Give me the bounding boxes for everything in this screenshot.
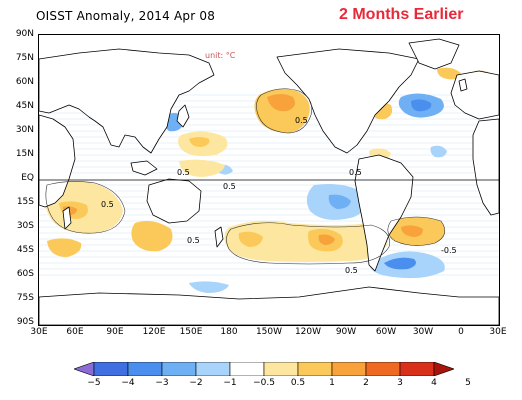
warm-region-tropical-pacific [179,159,225,177]
lon-label-30e: 30E [30,327,48,337]
lon-label-90e: 90E [106,327,124,337]
lon-label-30e-east: 30E [489,327,507,337]
colorbar-cell [229,362,265,376]
colorbar-tick-label: 1 [329,378,335,388]
land-europe [450,70,499,120]
colorbar-cell [93,362,129,376]
land-madagascar [62,206,72,230]
contour-label: -0.5 [441,246,457,255]
sst-anomaly-map: 0.5 0.5 0.5 0.5 -0.5 0.5 0.5 0.5 [38,34,500,326]
contour-label: 0.5 [177,168,190,177]
warm-region-australia-sw [131,221,173,252]
lat-label-30n: 30N [15,125,34,135]
lat-label-75s: 75S [16,293,34,303]
land-eurasia [39,48,215,154]
contour-lines [45,88,446,265]
land-new-zealand [214,226,224,248]
lon-label-30w: 30W [412,327,434,337]
cool-anomaly-regions [164,93,447,293]
contour-label: 0.5 [295,116,308,125]
lat-label-45s: 45S [16,245,34,255]
contour-label: 0.5 [101,200,114,209]
lat-label-90s: 90S [16,317,34,327]
land-africa-east [472,118,499,216]
land-uk [458,78,468,92]
cool-region-atlantic-trop [430,145,447,158]
contour-label: 0.5 [187,236,200,245]
lat-label-45n: 45N [15,101,34,111]
contour-label-group: 0.5 0.5 0.5 0.5 -0.5 0.5 0.5 0.5 [101,116,457,275]
land-antarctica [39,286,499,325]
time-badge: 2 Months Earlier [339,6,464,23]
warm-region-south-indian [47,238,82,257]
lon-label-60e: 60E [66,327,84,337]
colorbar-cell [263,362,299,376]
colorbar-tick-label: 4 [431,378,437,388]
colorbar-tick-label: 0.5 [290,378,306,388]
colorbar-cell [195,362,231,376]
land-indonesia [130,160,158,176]
colorbar-tick-label: −1 [223,378,237,388]
colorbar-tick-label: −2 [189,378,203,388]
lat-label-30s: 30S [16,221,34,231]
lon-label-120w: 120W [294,327,322,337]
lon-label-60w: 60W [375,327,397,337]
map-title: OISST Anomaly, 2014 Apr 08 [36,9,216,23]
colorbar-cell [399,362,435,376]
colorbar-high-arrow [433,362,454,376]
land-africa [39,114,76,208]
colorbar-cell [365,362,401,376]
contour-label: 0.5 [345,266,358,275]
lat-label-60s: 60S [16,269,34,279]
land-australia [146,178,202,224]
colorbar-cell [331,362,367,376]
land-japan [176,104,190,128]
lon-label-180: 180 [220,327,238,337]
lat-label-15s: 15S [16,197,34,207]
colorbar-cell [161,362,197,376]
lon-label-0: 0 [458,327,464,337]
land-greenland [408,38,460,70]
lon-label-90w: 90W [335,327,357,337]
colorbar-cell [297,362,333,376]
colorbar-tick-label: −4 [121,378,135,388]
lat-label-60n: 60N [15,77,34,87]
lat-label-90n: 90N [15,29,34,39]
colorbar-low-arrow [74,362,95,376]
unit-label: unit: °C [205,51,236,60]
lat-label-15n: 15N [15,149,34,159]
colorbar-tick-label: −0.5 [253,378,275,388]
colorbar-cell [127,362,163,376]
colorbar-tick-label: 2 [363,378,369,388]
colorbar-tick-label: 3 [397,378,403,388]
lat-label-75n: 75N [15,53,34,63]
warm-region-south-pacific [224,220,388,262]
lon-label-150e: 150E [179,327,203,337]
contour-label: 0.5 [349,168,362,177]
color-bar [74,362,454,376]
contour-label: 0.5 [223,182,236,191]
colorbar-tick-label: −5 [87,378,101,388]
colorbar-tick-label: −3 [155,378,169,388]
land-outlines [39,38,499,325]
colorbar-tick-label: 5 [465,378,471,388]
lat-label-eq: EQ [21,173,34,183]
lon-label-150w: 150W [255,327,283,337]
lon-label-120e: 120E [142,327,166,337]
